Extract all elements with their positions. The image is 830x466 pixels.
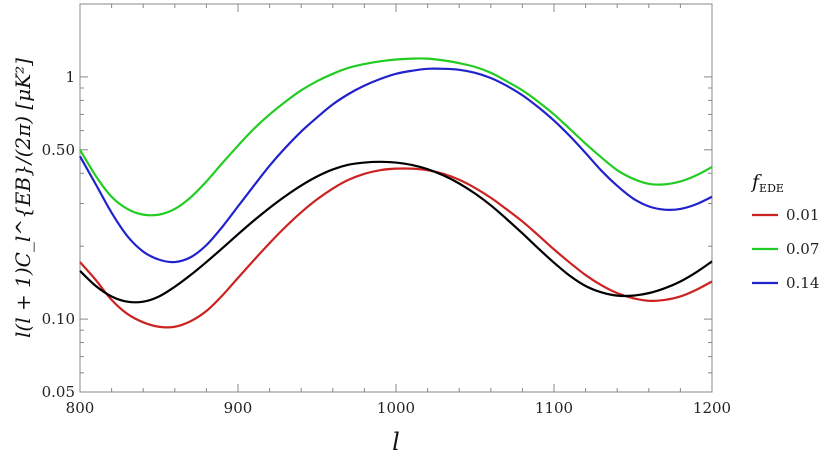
y-tick-label: 0.10	[42, 310, 75, 328]
series-line-0_01	[79, 167, 713, 329]
y-tick-label: 0.50	[42, 141, 75, 159]
legend-label: 0.01	[786, 206, 819, 224]
x-tick-label: 1100	[535, 399, 573, 417]
series-line-unlabeled	[79, 160, 713, 304]
x-axis-title: l	[392, 428, 400, 456]
series-line-0_14	[79, 67, 713, 264]
legend-label: 0.07	[786, 240, 819, 258]
y-tick-label: 1	[65, 68, 75, 86]
x-tick-label: 800	[66, 399, 95, 417]
x-tick-label: 900	[224, 399, 253, 417]
y-tick-label: 0.05	[42, 383, 75, 401]
x-tick-label: 1200	[693, 399, 731, 417]
x-tick-label: 1000	[377, 399, 415, 417]
y-axis-title: l(l + 1)C_l^{EB}/(2π) [μK²]	[11, 58, 35, 338]
tick-labels: 800 900 1000 1100 1200 0.05 0.10 0.50 1	[42, 68, 732, 417]
axis-ticks	[79, 3, 713, 393]
legend-title: fEDE	[750, 171, 784, 195]
series-line-0_07	[79, 57, 713, 217]
legend-label: 0.14	[786, 274, 819, 292]
legend: fEDE 0.01 0.07 0.14	[750, 171, 819, 292]
plot-frame	[79, 3, 713, 393]
series-lines	[79, 57, 713, 329]
